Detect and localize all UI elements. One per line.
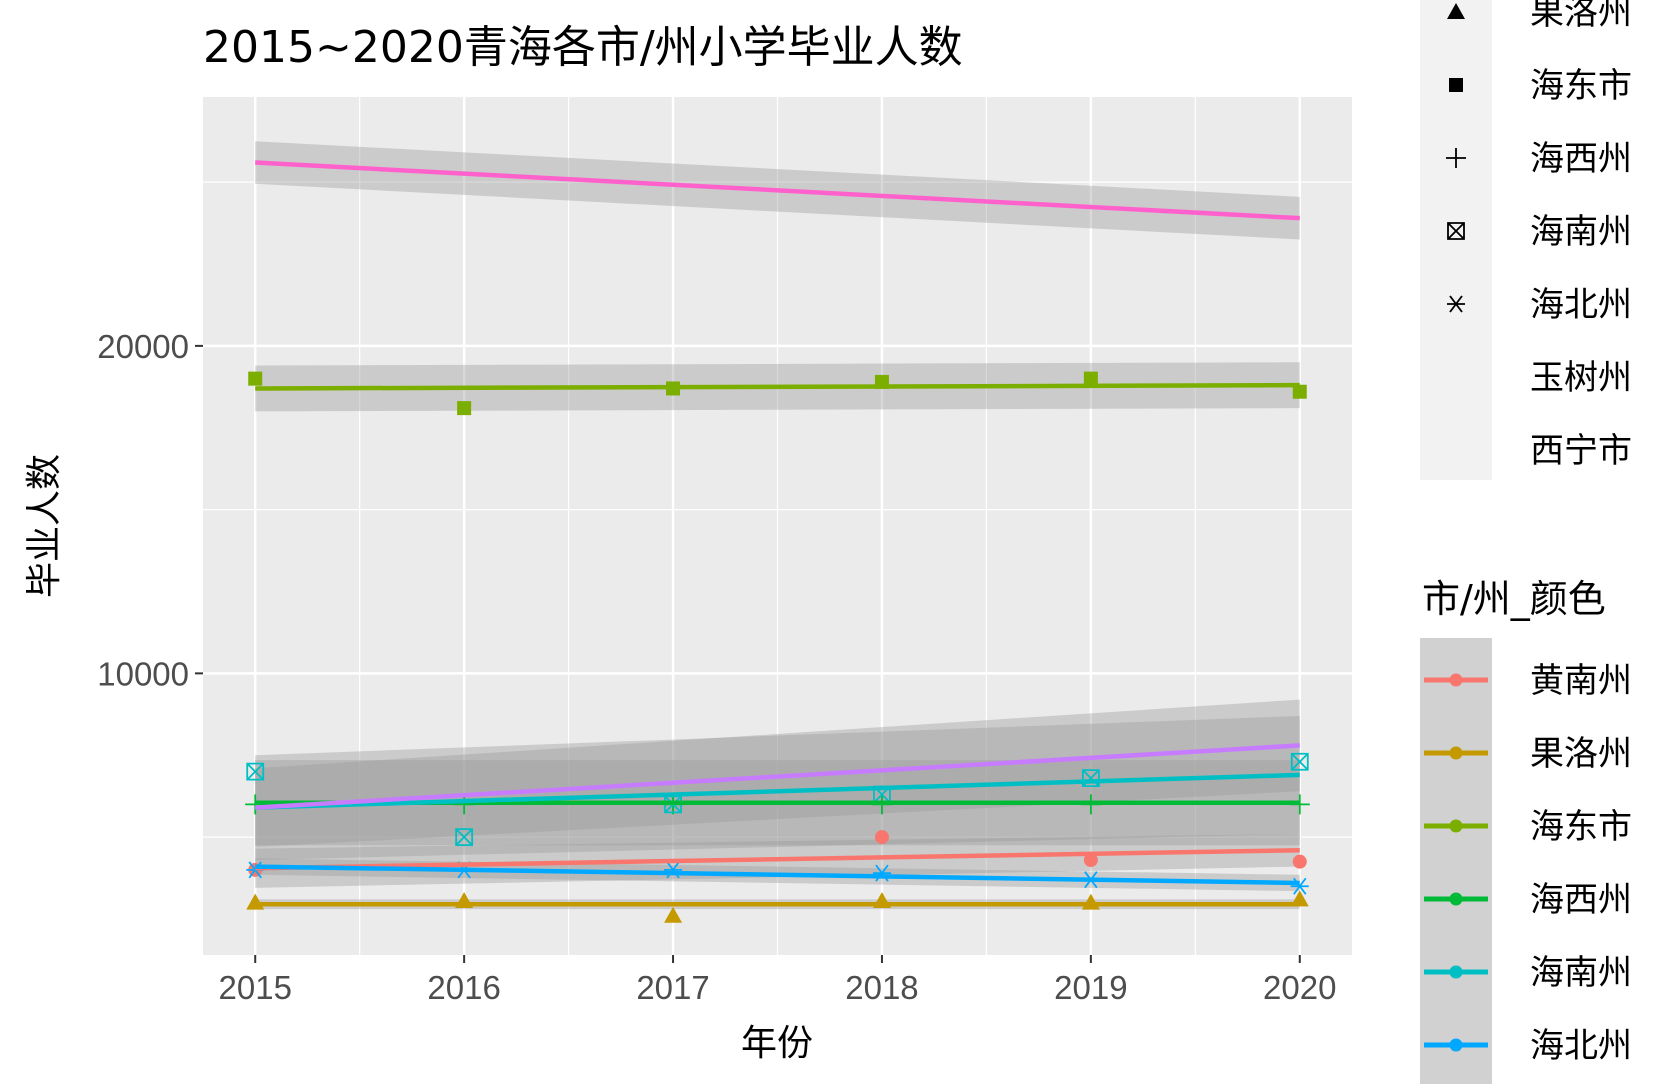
legend-shape-label: 海南州	[1530, 212, 1632, 252]
x-tick-label: 2015	[219, 969, 292, 1006]
y-axis-title: 毕业人数	[24, 454, 65, 598]
data-point	[874, 830, 889, 845]
fit-line	[255, 743, 1300, 810]
x-tick-label: 2019	[1054, 969, 1127, 1006]
legend-color-key-point	[1449, 819, 1463, 833]
fit-line	[255, 772, 1300, 810]
legend-color-label: 海东市	[1530, 807, 1632, 847]
data-point	[1292, 384, 1307, 399]
minor-gridlines	[203, 97, 1352, 955]
legend-shape-label: 海东市	[1530, 66, 1632, 106]
legend-shape-key	[1447, 295, 1465, 313]
legend-shape-key	[1447, 222, 1465, 240]
legend-shape-key	[1446, 148, 1466, 168]
legend-color-label: 海西州	[1530, 880, 1632, 920]
fit-line	[255, 160, 1300, 221]
y-tick-label: 20000	[97, 328, 189, 365]
data-point	[1292, 854, 1307, 869]
fit-line	[255, 864, 1300, 886]
legend-shape-label: 海北州	[1530, 285, 1632, 325]
legend-color-key-point	[1449, 673, 1463, 687]
axes: 2015 2016 2017 2018 2019 2020 10000 20000	[97, 328, 1336, 1006]
data-point	[1083, 371, 1098, 386]
fit-line	[255, 847, 1300, 871]
data-point	[664, 906, 683, 923]
confidence-band	[255, 699, 1300, 847]
chart-title: 2015~2020青海各市/州小学毕业人数	[203, 22, 963, 73]
legend-color-key-background	[1420, 638, 1492, 1084]
legend-color-key-point	[1449, 965, 1463, 979]
legend-shape-label: 海西州	[1530, 139, 1632, 179]
legend-color-label: 黄南州	[1530, 661, 1632, 701]
x-tick-label: 2016	[427, 969, 500, 1006]
legend-shape-key-background	[1420, 0, 1492, 480]
legend-color-title: 市/州_颜色	[1422, 577, 1606, 621]
legend-color-key-point	[1449, 892, 1463, 906]
y-tick-label: 10000	[97, 655, 189, 692]
fit-line	[255, 382, 1300, 391]
legend-color-label: 海北州	[1530, 1026, 1632, 1066]
data-point	[455, 828, 474, 847]
legend-color-label: 海南州	[1530, 953, 1632, 993]
data-point	[457, 401, 472, 416]
legend-shape-label: 玉树州	[1530, 358, 1632, 398]
legend-color-key-point	[1449, 746, 1463, 760]
fit-lines	[255, 160, 1300, 907]
confidence-band	[255, 715, 1300, 861]
x-tick-label: 2017	[636, 969, 709, 1006]
legend-color-label: 果洛州	[1530, 734, 1632, 774]
data-point	[246, 762, 265, 781]
legend-shape-label: 西宁市	[1530, 431, 1632, 471]
x-tick-label: 2018	[845, 969, 918, 1006]
data-point	[1083, 853, 1098, 868]
legend-shape-key	[1447, 3, 1465, 19]
legend-shape-key	[1449, 78, 1463, 92]
legend-shape-label: 果洛州	[1530, 0, 1632, 33]
data-point	[1290, 752, 1309, 771]
legend-color-key-point	[1449, 1038, 1463, 1052]
x-tick-label: 2020	[1263, 969, 1336, 1006]
x-axis-title: 年份	[741, 1023, 813, 1064]
data-point	[248, 371, 263, 386]
